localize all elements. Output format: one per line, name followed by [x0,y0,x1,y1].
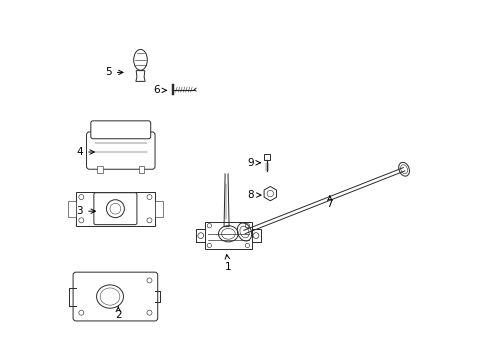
FancyBboxPatch shape [73,272,158,321]
Bar [68,201,76,217]
Text: 1: 1 [224,255,231,272]
FancyBboxPatch shape [94,193,137,225]
Text: 6: 6 [153,85,166,95]
Text: 2: 2 [115,307,122,320]
Text: 8: 8 [247,190,261,200]
Bar [138,166,144,173]
FancyBboxPatch shape [86,132,155,169]
Bar [76,192,155,226]
Text: 4: 4 [76,147,94,157]
Circle shape [223,168,229,174]
Text: 3: 3 [76,206,95,216]
Bar [264,154,270,160]
Text: 9: 9 [247,158,260,168]
FancyBboxPatch shape [91,121,150,139]
Bar [155,201,163,217]
Bar [204,222,251,249]
Bar [97,166,103,173]
Text: 5: 5 [105,67,123,77]
Text: 7: 7 [326,196,332,210]
